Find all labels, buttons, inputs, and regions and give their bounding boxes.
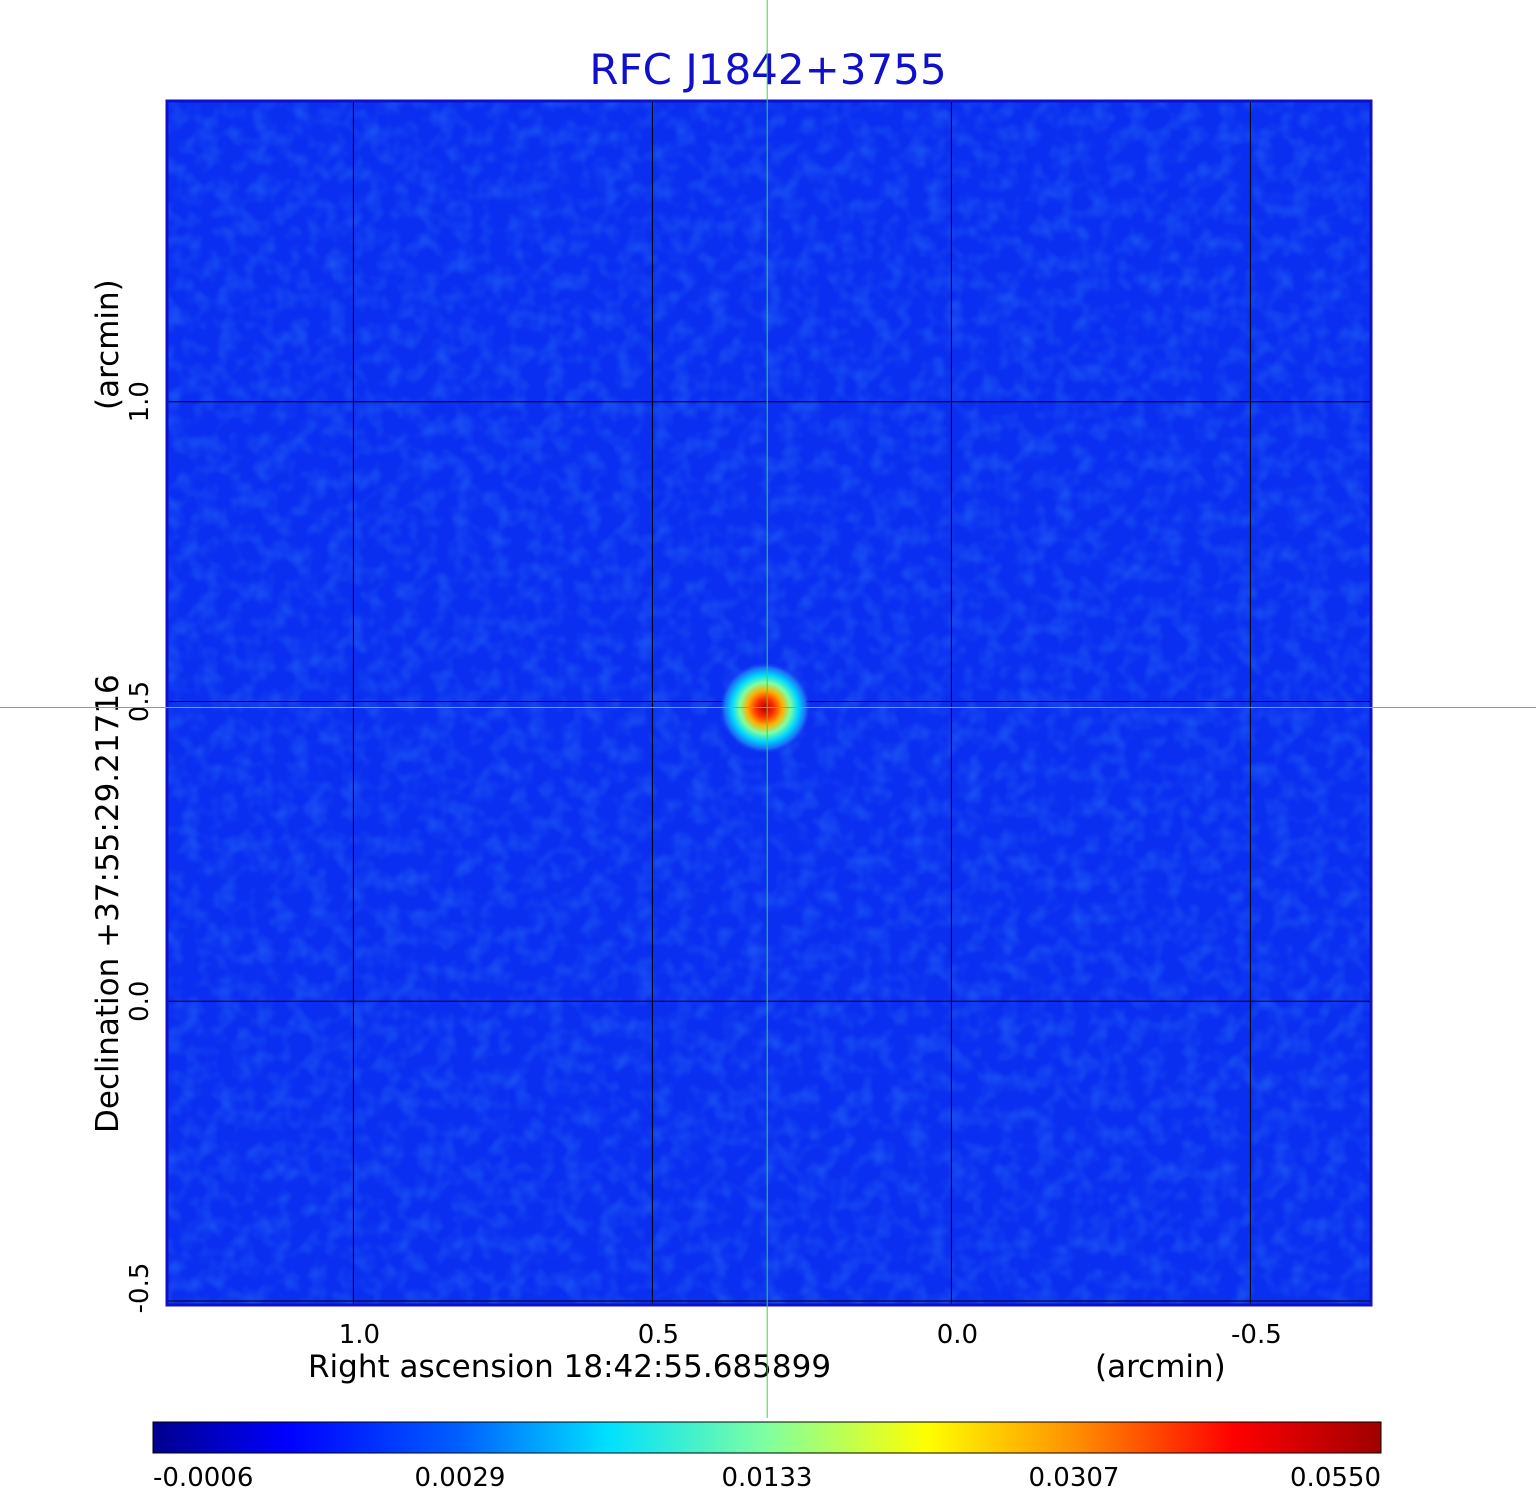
crosshair	[0, 0, 1536, 1418]
colorbar-tick-label: 0.0550	[1290, 1463, 1381, 1493]
y-tick-label: -0.5	[125, 1263, 155, 1314]
colorbar-tick-labels: -0.0006 0.0029 0.0133 0.0307 0.0550	[153, 1463, 1381, 1493]
y-tick-label: 0.5	[125, 681, 155, 722]
y-tick-label: 0.0	[125, 981, 155, 1022]
x-tick-label: 0.5	[638, 1320, 679, 1350]
plot-area	[165, 99, 1373, 1307]
x-axis-unit: (arcmin)	[1095, 1349, 1226, 1385]
colorbar-tick-label: 0.0307	[1029, 1463, 1120, 1493]
x-tick-label: -0.5	[1231, 1320, 1282, 1350]
y-tick-labels: 1.0 0.5 0.0 -0.5	[125, 381, 155, 1313]
plot-frame	[165, 99, 1373, 1307]
x-tick-label: 0.0	[937, 1320, 978, 1350]
y-axis-unit: (arcmin)	[90, 279, 126, 410]
x-tick-labels: 1.0 0.5 0.0 -0.5	[339, 1320, 1282, 1350]
y-axis-label: Declination +37:55:29.21716	[90, 674, 126, 1133]
y-tick-label: 1.0	[125, 381, 155, 422]
x-axis-label: Right ascension 18:42:55.685899	[308, 1349, 831, 1385]
x-tick-label: 1.0	[339, 1320, 380, 1350]
radio-source	[719, 662, 811, 754]
grid-lines	[168, 102, 1370, 1304]
colorbar-tick-label: 0.0133	[722, 1463, 813, 1493]
colorbar-tick-label: -0.0006	[153, 1463, 253, 1493]
chart-title: RFC J1842+3755	[589, 45, 946, 94]
colorbar-tick-label: 0.0029	[415, 1463, 506, 1493]
colorbar	[152, 1421, 1382, 1454]
